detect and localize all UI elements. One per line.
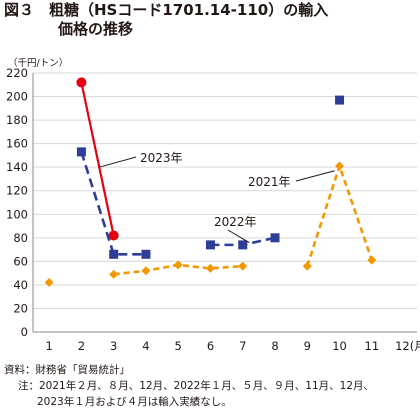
chart-title-line1: 図３ 粗糖（HSコード1701.14-110）の輸入: [4, 1, 329, 19]
y-tick-label: 120: [6, 184, 28, 198]
y-tick-label: 60: [13, 254, 28, 268]
series-2023-leader-line: [99, 156, 137, 168]
x-tick-label: 12(月): [395, 339, 420, 353]
series-2022-label: 2022年: [214, 215, 257, 229]
series-2021-point: [302, 261, 312, 271]
series-2021-point: [205, 263, 215, 273]
y-tick-label: 220: [6, 66, 28, 80]
y-tick-label: 80: [13, 231, 28, 245]
source-note: 資料：財務省「貿易統計」: [4, 364, 130, 376]
y-tick-label: 160: [6, 137, 28, 151]
y-tick-label: 20: [13, 301, 28, 315]
series-2021-leader-line: [295, 170, 335, 182]
x-tick-label: 11: [365, 339, 380, 353]
series-2022-point: [205, 240, 215, 250]
series-2022-point: [141, 249, 151, 259]
series-2022-point: [238, 240, 248, 250]
series-2022-line: [80, 151, 146, 256]
series-2022-point: [270, 233, 280, 243]
series-2022-point: [335, 95, 345, 105]
y-tick-label: 180: [6, 113, 28, 127]
series-2021-point: [44, 278, 54, 288]
series-2021-point: [367, 255, 377, 265]
series-2023-point: [108, 230, 119, 241]
series-2021-point: [238, 261, 248, 271]
series-2023-label: 2023年: [140, 151, 183, 165]
note-line-2: 2023年１月および４月は輸入実績なし。: [37, 396, 232, 408]
chart-title: 図３ 粗糖（HSコード1701.14-110）の輸入 価格の推移: [4, 1, 328, 39]
series-2022-leader-line: [227, 229, 250, 243]
x-tick-label: 1: [45, 339, 52, 353]
y-tick-label: 100: [6, 207, 28, 221]
y-tick-label: 0: [21, 325, 28, 339]
chart-title-line2: 価格の推移: [58, 20, 134, 38]
x-tick-label: 2: [78, 339, 85, 353]
notes: 資料：財務省「貿易統計」 注：2021年２月、８月、12月、2022年１月、５月…: [4, 362, 374, 410]
series-2021-point: [109, 269, 119, 279]
y-axis-unit-label: （千円/トン）: [8, 58, 69, 69]
series-2022-point: [76, 147, 86, 157]
series-2023-line: [80, 82, 115, 236]
y-tick-label: 200: [6, 90, 28, 104]
series-2021-point: [173, 260, 183, 270]
y-tick-label: 40: [13, 278, 28, 292]
note-line-1: 注：2021年２月、８月、12月、2022年１月、５月、９月、11月、12月、: [18, 380, 375, 392]
series-2022-point: [109, 249, 119, 259]
x-tick-label: 8: [271, 339, 278, 353]
y-tick-label: 140: [6, 160, 28, 174]
x-tick-label: 4: [142, 339, 149, 353]
x-tick-label: 9: [304, 339, 311, 353]
series-2021-line: [306, 164, 374, 267]
series-2021-point: [335, 161, 345, 171]
x-tick-label: 5: [175, 339, 182, 353]
x-tick-label: 3: [110, 339, 117, 353]
series-2023-point: [76, 77, 87, 88]
x-tick-label: 10: [332, 339, 347, 353]
x-tick-label: 6: [207, 339, 214, 353]
series-2021-label: 2021年: [248, 175, 291, 189]
series-2021-point: [141, 266, 151, 276]
x-tick-label: 7: [239, 339, 246, 353]
